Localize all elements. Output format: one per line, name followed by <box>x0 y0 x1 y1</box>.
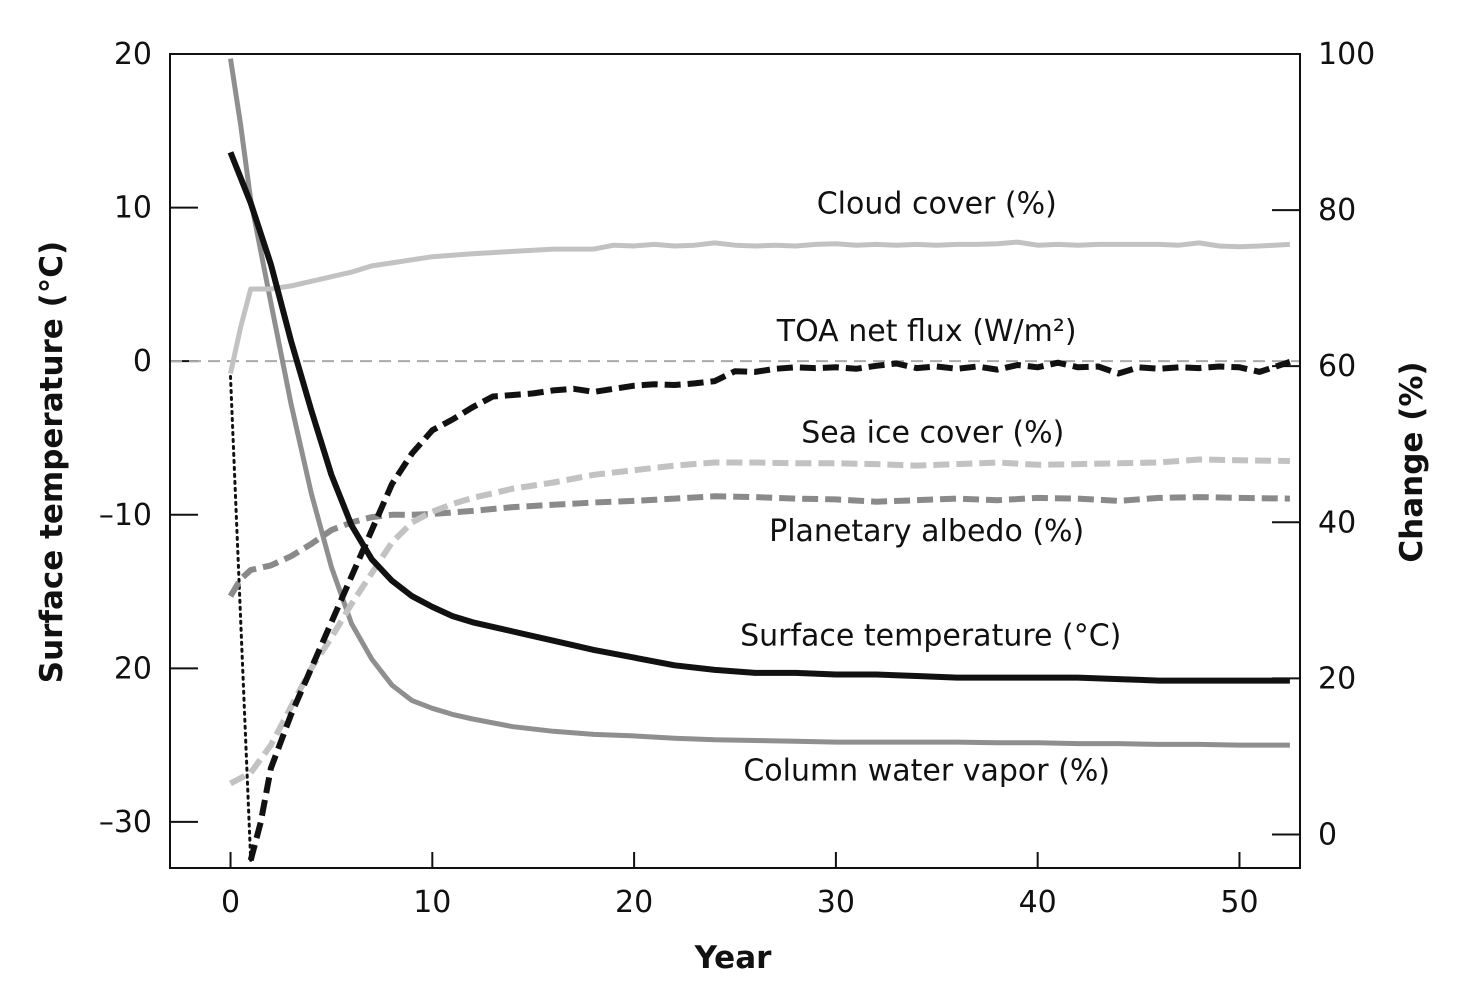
x-tick-label: 0 <box>221 885 240 920</box>
y-right-tick-label: 20 <box>1318 661 1356 696</box>
x-tick-label: 20 <box>615 885 653 920</box>
y-right-tick-label: 80 <box>1318 193 1356 228</box>
series-label-1: TOA net flux (W/m²) <box>776 314 1077 349</box>
series-line-2 <box>229 456 1290 787</box>
series-layer <box>227 58 1291 862</box>
y-axis-right-title: Change (%) <box>1394 361 1430 562</box>
x-axis-title: Year <box>694 940 773 976</box>
y-left-tick-label: 10 <box>114 191 152 226</box>
y-right-tick-label: 40 <box>1318 505 1356 540</box>
series-line-0 <box>228 239 1291 375</box>
y-right-tick-label: 0 <box>1318 817 1337 852</box>
series-line-6 <box>229 375 253 862</box>
y-left-tick-label: –10 <box>99 498 152 533</box>
x-tick-label: 50 <box>1220 885 1258 920</box>
series-label-5: Column water vapor (%) <box>743 753 1110 788</box>
y-axis-left-title: Surface temperature (°C) <box>34 241 70 683</box>
series-label-0: Cloud cover (%) <box>817 187 1057 222</box>
y-right-tick-label: 60 <box>1318 349 1356 384</box>
series-line-1 <box>247 359 1291 862</box>
plot-frame <box>169 53 1301 869</box>
series-labels: Cloud cover (%) TOA net flux (W/m²) Sea ic… <box>740 187 1121 789</box>
series-line-5 <box>228 58 1290 748</box>
y-left-tick-label: 0 <box>133 344 152 379</box>
series-label-4: Surface temperature (°C) <box>740 618 1121 653</box>
series-line-3 <box>227 493 1290 598</box>
x-tick-label: 30 <box>817 885 855 920</box>
y-right-tick-label: 100 <box>1318 37 1375 72</box>
series-label-2: Sea ice cover (%) <box>801 416 1064 451</box>
series-line-4 <box>227 151 1290 684</box>
y-left-tick-label: 20 <box>114 651 152 686</box>
x-tick-label: 10 <box>413 885 451 920</box>
series-label-3: Planetary albedo (%) <box>769 514 1084 549</box>
y-left-tick-label: –30 <box>99 805 152 840</box>
x-tick-label: 40 <box>1019 885 1057 920</box>
y-left-tick-label: 20 <box>114 37 152 72</box>
